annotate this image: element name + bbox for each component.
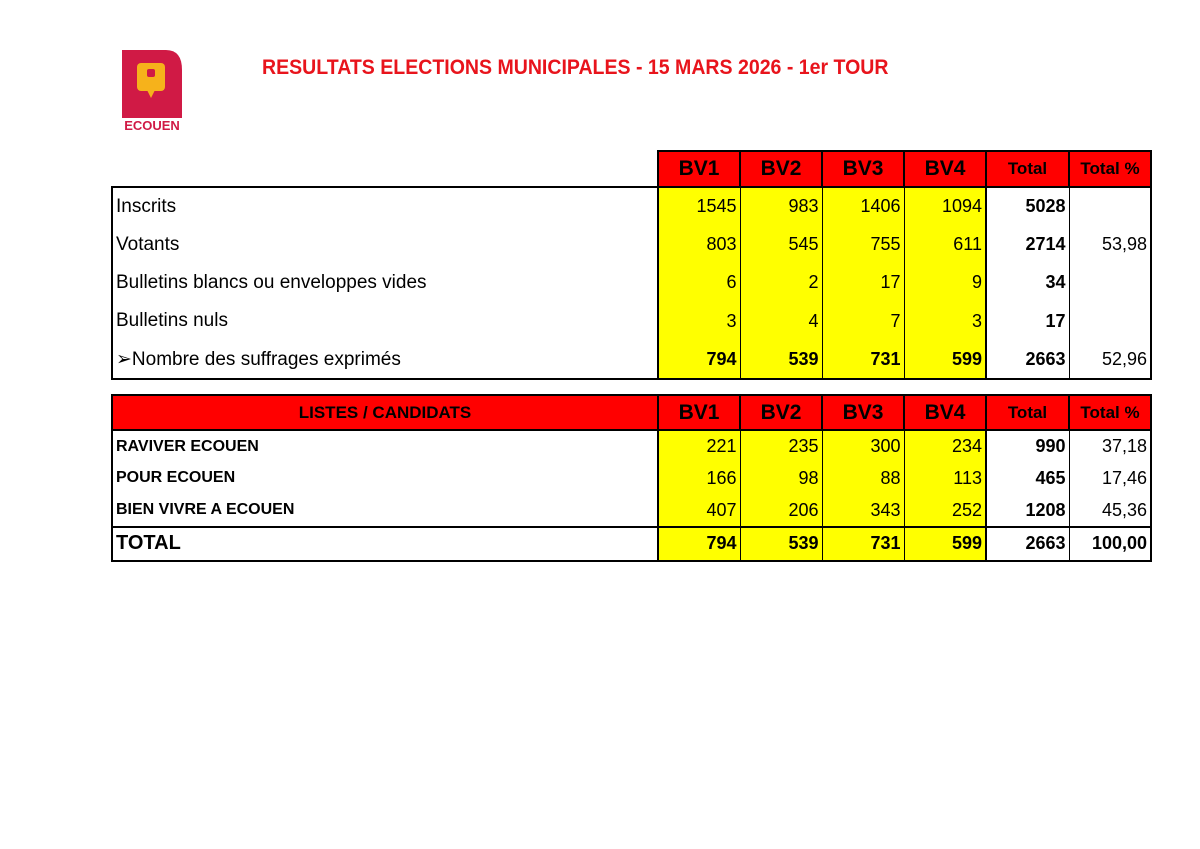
participation-table: BV1 BV2 BV3 BV4 Total Total % Inscrits 15… [111, 150, 1152, 380]
list-row: BIEN VIVRE A ECOUEN 407 206 343 252 1208 45,36 [111, 494, 1152, 528]
bv4-value: 234 [903, 430, 987, 463]
bv1-value: 794 [657, 340, 741, 380]
row-label: Bulletins nuls [111, 302, 659, 341]
total-value: 34 [986, 263, 1070, 303]
bv3-value: 17 [821, 263, 905, 303]
total-pct-value: 53,98 [1069, 225, 1152, 264]
total-value: 2663 [986, 526, 1070, 562]
col-bv3: BV3 [821, 394, 905, 431]
table-row: Votants 803 545 755 611 2714 53,98 [111, 225, 1152, 264]
list-row: POUR ECOUEN 166 98 88 113 465 17,46 [111, 462, 1152, 495]
bv4-value: 599 [903, 340, 987, 380]
bv4-value: 599 [903, 526, 987, 562]
row-label: Bulletins blancs ou enveloppes vides [111, 263, 659, 303]
bv2-value: 539 [739, 526, 823, 562]
bv1-value: 166 [657, 462, 741, 495]
col-bv1: BV1 [657, 394, 741, 431]
row-label: POUR ECOUEN [111, 462, 659, 495]
col-bv2: BV2 [739, 150, 823, 188]
total-value: 17 [986, 302, 1070, 341]
total-pct-value [1069, 302, 1152, 341]
row-label: Inscrits [111, 187, 659, 226]
total-value: 990 [986, 430, 1070, 463]
bv1-value: 407 [657, 494, 741, 528]
bv3-value: 731 [821, 526, 905, 562]
total-pct-value [1069, 263, 1152, 303]
col-total-pct: Total % [1068, 394, 1152, 431]
bv1-value: 1545 [657, 187, 741, 226]
bv2-value: 4 [739, 302, 823, 341]
col-bv3: BV3 [821, 150, 905, 188]
bv4-value: 611 [903, 225, 987, 264]
table-row: ➢Nombre des suffrages exprimés 794 539 731 5… [111, 340, 1152, 380]
col-bv4: BV4 [903, 394, 987, 431]
col-bv4: BV4 [903, 150, 987, 188]
row-label: Votants [111, 225, 659, 264]
row-label: BIEN VIVRE A ECOUEN [111, 494, 659, 528]
col-bv1: BV1 [657, 150, 741, 188]
bv2-value: 206 [739, 494, 823, 528]
total-value: 2663 [986, 340, 1070, 380]
bv2-value: 235 [739, 430, 823, 463]
bv3-value: 1406 [821, 187, 905, 226]
bv1-value: 794 [657, 526, 741, 562]
header-row: LISTES / CANDIDATS BV1 BV2 BV3 BV4 Total… [111, 394, 1152, 431]
total-value: 2714 [986, 225, 1070, 264]
col-total-pct: Total % [1068, 150, 1152, 188]
row-label: TOTAL [111, 526, 659, 562]
col-total: Total [985, 150, 1070, 188]
bv2-value: 539 [739, 340, 823, 380]
col-total: Total [985, 394, 1070, 431]
bv3-value: 731 [821, 340, 905, 380]
bv1-value: 803 [657, 225, 741, 264]
svg-text:ECOUEN: ECOUEN [124, 118, 180, 130]
total-row: TOTAL 794 539 731 599 2663 100,00 [111, 526, 1152, 562]
bv4-value: 9 [903, 263, 987, 303]
bv4-value: 252 [903, 494, 987, 528]
ecouen-logo: ECOUEN [120, 50, 184, 130]
table-row: Inscrits 1545 983 1406 1094 5028 [111, 187, 1152, 226]
bv3-value: 7 [821, 302, 905, 341]
bv2-value: 545 [739, 225, 823, 264]
bv2-value: 983 [739, 187, 823, 226]
col-bv2: BV2 [739, 394, 823, 431]
page-title: RESULTATS ELECTIONS MUNICIPALES - 15 MAR… [262, 56, 889, 79]
bv3-value: 755 [821, 225, 905, 264]
lists-header: LISTES / CANDIDATS [111, 394, 659, 431]
total-value: 465 [986, 462, 1070, 495]
total-value: 5028 [986, 187, 1070, 226]
results-table: LISTES / CANDIDATS BV1 BV2 BV3 BV4 Total… [111, 394, 1152, 562]
total-pct-value: 17,46 [1069, 462, 1152, 495]
bv3-value: 343 [821, 494, 905, 528]
total-pct-value: 37,18 [1069, 430, 1152, 463]
bv1-value: 6 [657, 263, 741, 303]
header-row: BV1 BV2 BV3 BV4 Total Total % [112, 150, 1152, 188]
bv2-value: 98 [739, 462, 823, 495]
row-label: RAVIVER ECOUEN [111, 430, 659, 463]
bv4-value: 3 [903, 302, 987, 341]
row-label: ➢Nombre des suffrages exprimés [111, 340, 659, 380]
total-pct-value: 45,36 [1069, 494, 1152, 528]
table-row: Bulletins blancs ou enveloppes vides 6 2 17… [111, 263, 1152, 303]
total-value: 1208 [986, 494, 1070, 528]
bv3-value: 88 [821, 462, 905, 495]
list-row: RAVIVER ECOUEN 221 235 300 234 990 37,18 [111, 430, 1152, 463]
bv1-value: 3 [657, 302, 741, 341]
total-pct-value: 52,96 [1069, 340, 1152, 380]
total-pct-value: 100,00 [1069, 526, 1152, 562]
bv4-value: 113 [903, 462, 987, 495]
bv3-value: 300 [821, 430, 905, 463]
bv2-value: 2 [739, 263, 823, 303]
bv4-value: 1094 [903, 187, 987, 226]
bv1-value: 221 [657, 430, 741, 463]
table-row: Bulletins nuls 3 4 7 3 17 [111, 302, 1152, 341]
total-pct-value [1069, 187, 1152, 226]
